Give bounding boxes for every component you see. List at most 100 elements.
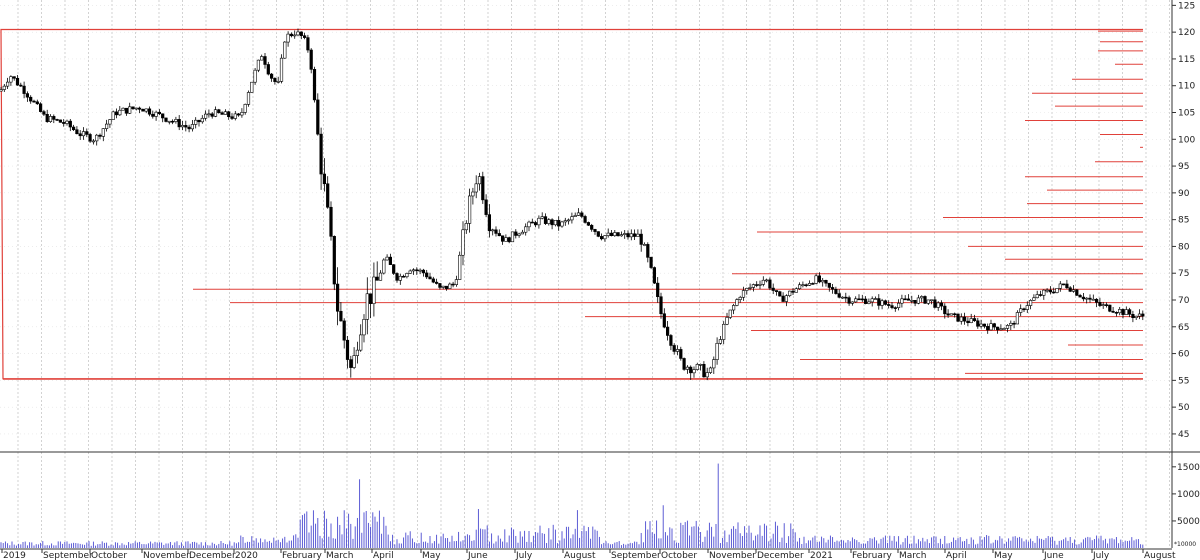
candle-body bbox=[646, 244, 650, 258]
candle-body bbox=[784, 295, 788, 302]
time-tick-label: September bbox=[611, 551, 661, 560]
candle-body bbox=[847, 297, 851, 304]
candle-body bbox=[491, 229, 495, 232]
candle-body bbox=[527, 221, 531, 228]
time-tick-label: November bbox=[143, 551, 190, 560]
time-tick-label: August bbox=[1144, 551, 1176, 560]
price-tick-label: 60 bbox=[1178, 350, 1190, 360]
candle-body bbox=[335, 283, 340, 312]
time-tick-label: September bbox=[43, 551, 93, 560]
candle-body bbox=[910, 300, 914, 302]
candle-body bbox=[111, 111, 115, 120]
candle-body bbox=[200, 117, 204, 123]
candle-body bbox=[751, 284, 755, 288]
candle-body bbox=[1058, 283, 1062, 289]
candle-body bbox=[464, 223, 468, 231]
candle-body bbox=[378, 272, 383, 281]
volume-tick-label: 10000 bbox=[1177, 490, 1200, 500]
candle-body bbox=[392, 264, 396, 274]
candle-body bbox=[1048, 289, 1052, 293]
candle-body bbox=[302, 35, 307, 38]
candle-body bbox=[1081, 296, 1085, 300]
candle-body bbox=[286, 33, 290, 43]
time-tick-label: 2020 bbox=[235, 551, 258, 560]
candle-body bbox=[401, 275, 406, 278]
candle-body bbox=[421, 269, 426, 274]
candle-body bbox=[62, 122, 66, 124]
candle-body bbox=[606, 232, 610, 236]
candle-body bbox=[906, 298, 911, 301]
candle-body bbox=[217, 109, 221, 114]
candle-body bbox=[12, 76, 16, 79]
candle-body bbox=[299, 31, 303, 37]
candle-body bbox=[543, 216, 548, 224]
candle-body bbox=[105, 123, 109, 129]
candle-body bbox=[220, 112, 224, 115]
candle-body bbox=[659, 296, 663, 315]
candle-body bbox=[1118, 309, 1122, 314]
candle-body bbox=[1078, 295, 1082, 298]
candle-body bbox=[273, 78, 277, 82]
candle-body bbox=[349, 359, 353, 368]
candle-body bbox=[441, 285, 445, 288]
candle-body bbox=[134, 107, 138, 110]
candle-body bbox=[745, 288, 749, 291]
candle-body bbox=[547, 219, 551, 224]
price-tick-label: 70 bbox=[1178, 296, 1190, 306]
candle-body bbox=[58, 119, 62, 123]
candle-body bbox=[256, 59, 261, 71]
candle-body bbox=[177, 119, 181, 128]
candle-body bbox=[692, 369, 696, 374]
candle-body bbox=[161, 113, 165, 119]
candle-body bbox=[979, 323, 983, 327]
candle-body bbox=[451, 283, 455, 286]
candle-body bbox=[863, 298, 868, 304]
candle-body bbox=[623, 233, 627, 235]
candle-body bbox=[850, 301, 854, 304]
candle-body bbox=[708, 367, 713, 373]
candle-body bbox=[774, 290, 779, 292]
price-tick-label: 100 bbox=[1178, 135, 1195, 145]
candle-body bbox=[180, 125, 185, 128]
price-tick-label: 45 bbox=[1178, 430, 1189, 440]
candle-body bbox=[995, 326, 1000, 331]
candle-body bbox=[365, 293, 369, 320]
candle-body bbox=[824, 280, 828, 284]
time-tick-label: March bbox=[899, 551, 926, 560]
candle-body bbox=[570, 216, 574, 221]
time-tick-label: February bbox=[852, 551, 893, 560]
candle-body bbox=[88, 134, 92, 142]
price-tick-label: 65 bbox=[1178, 323, 1189, 333]
candle-body bbox=[533, 222, 538, 226]
candle-body bbox=[834, 288, 838, 294]
candle-body bbox=[108, 119, 112, 125]
candle-body bbox=[804, 284, 808, 287]
candle-body bbox=[827, 282, 831, 288]
candle-body bbox=[705, 372, 709, 378]
candle-body bbox=[929, 299, 934, 302]
candle-body bbox=[42, 111, 46, 115]
candle-body bbox=[260, 56, 264, 61]
candle-body bbox=[283, 41, 287, 59]
candle-body bbox=[936, 302, 940, 308]
candle-body bbox=[237, 113, 241, 116]
candle-body bbox=[685, 366, 689, 370]
candle-body bbox=[514, 231, 518, 236]
candle-body bbox=[956, 313, 960, 322]
candle-body bbox=[55, 119, 59, 121]
candle-body bbox=[52, 116, 56, 120]
candle-body bbox=[322, 173, 327, 185]
candle-body bbox=[1101, 304, 1105, 306]
price-tick-label: 50 bbox=[1178, 403, 1190, 413]
price-tick-label: 125 bbox=[1178, 1, 1195, 11]
candle-body bbox=[385, 256, 389, 261]
candle-body bbox=[45, 113, 49, 122]
candle-body bbox=[735, 299, 739, 306]
candle-body bbox=[550, 219, 554, 226]
candle-body bbox=[959, 316, 963, 322]
candle-body bbox=[962, 316, 967, 322]
candle-body bbox=[854, 298, 858, 303]
candle-body bbox=[1111, 310, 1115, 313]
candle-body bbox=[900, 298, 904, 304]
candle-body bbox=[613, 232, 617, 237]
